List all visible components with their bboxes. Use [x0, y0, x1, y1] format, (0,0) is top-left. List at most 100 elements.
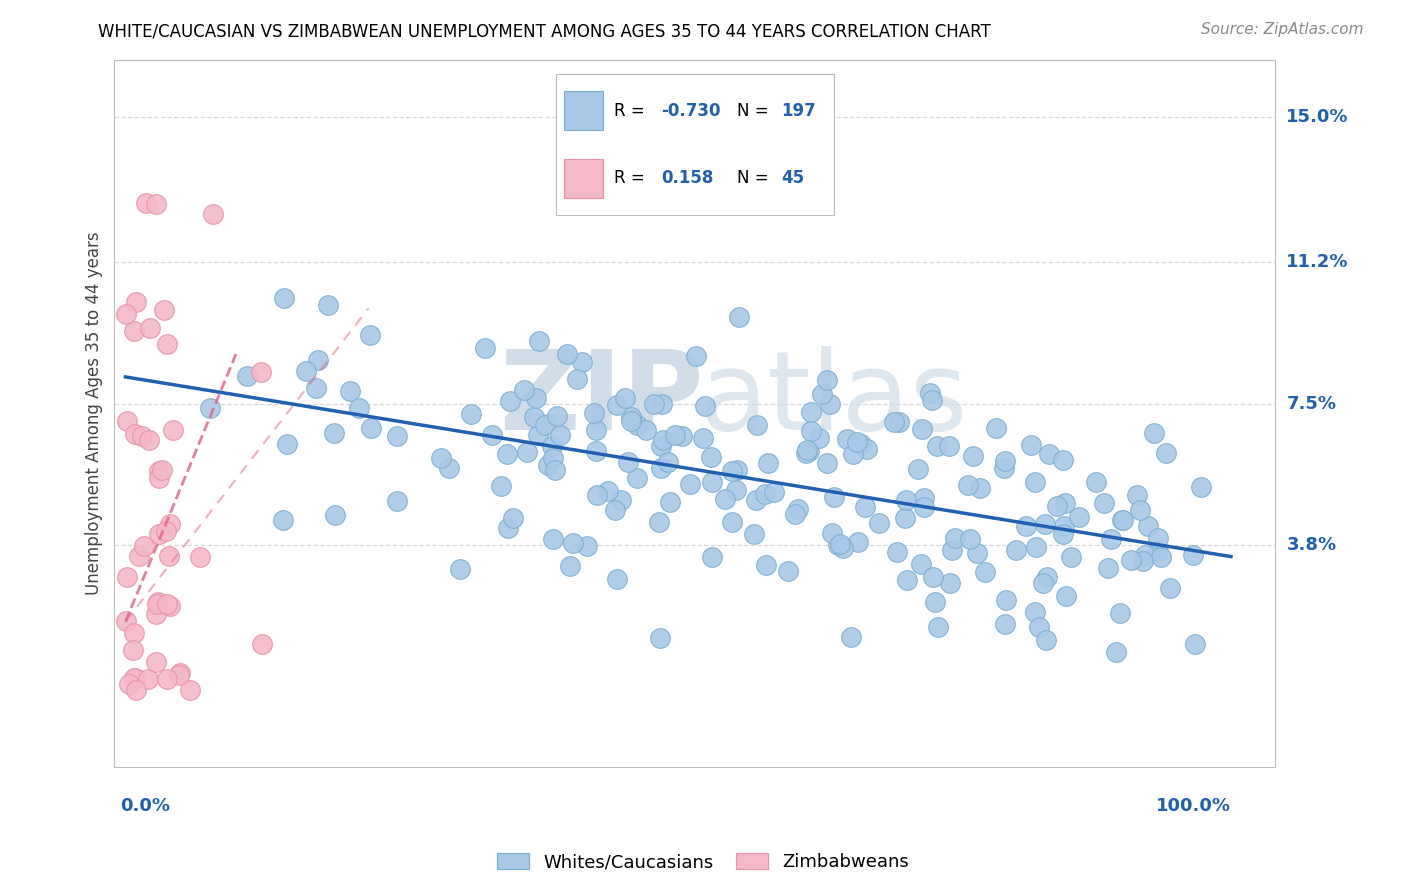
- Point: [132, 539, 155, 553]
- Point: [610, 492, 633, 507]
- Point: [387, 428, 409, 442]
- Point: [927, 620, 949, 634]
- Point: [118, 676, 141, 690]
- Point: [1054, 589, 1077, 603]
- Text: WHITE/CAUCASIAN VS ZIMBABWEAN UNEMPLOYMENT AMONG AGES 35 TO 44 YEARS CORRELATION: WHITE/CAUCASIAN VS ZIMBABWEAN UNEMPLOYME…: [98, 22, 991, 40]
- Point: [1069, 510, 1091, 524]
- Point: [437, 460, 460, 475]
- Point: [307, 352, 329, 367]
- Point: [159, 599, 181, 613]
- Point: [148, 595, 170, 609]
- Point: [516, 445, 538, 459]
- Point: [316, 298, 339, 312]
- Point: [249, 365, 271, 379]
- Point: [145, 196, 167, 211]
- Point: [359, 328, 381, 343]
- Point: [912, 500, 935, 514]
- Point: [114, 614, 136, 628]
- Point: [823, 490, 845, 504]
- Point: [124, 671, 146, 685]
- Point: [541, 439, 564, 453]
- Point: [1143, 426, 1166, 441]
- Point: [541, 451, 564, 466]
- Point: [449, 562, 471, 576]
- Point: [685, 349, 707, 363]
- Point: [671, 429, 693, 443]
- Point: [1137, 518, 1160, 533]
- Point: [125, 294, 148, 309]
- Point: [846, 535, 869, 549]
- Point: [156, 672, 179, 686]
- Text: 100.0%: 100.0%: [1156, 797, 1232, 815]
- Point: [911, 422, 934, 436]
- Point: [994, 454, 1017, 468]
- Point: [179, 683, 201, 698]
- Point: [150, 463, 173, 477]
- Point: [721, 515, 744, 529]
- Point: [499, 394, 522, 409]
- Point: [117, 414, 139, 428]
- Point: [124, 426, 146, 441]
- Point: [907, 461, 929, 475]
- Point: [1129, 503, 1152, 517]
- Point: [702, 550, 724, 565]
- Point: [513, 384, 536, 398]
- Point: [157, 549, 180, 563]
- Point: [776, 565, 799, 579]
- Point: [1036, 569, 1059, 583]
- Point: [148, 471, 170, 485]
- Point: [585, 444, 607, 458]
- Point: [273, 291, 295, 305]
- Point: [159, 517, 181, 532]
- Point: [474, 342, 496, 356]
- Point: [966, 546, 988, 560]
- Point: [1111, 513, 1133, 527]
- Point: [347, 401, 370, 415]
- Point: [1105, 645, 1128, 659]
- Point: [650, 460, 672, 475]
- Point: [1097, 560, 1119, 574]
- Text: ZIP: ZIP: [501, 345, 703, 452]
- Point: [565, 372, 588, 386]
- Point: [1052, 526, 1074, 541]
- Point: [994, 616, 1017, 631]
- Point: [941, 542, 963, 557]
- Point: [626, 417, 648, 432]
- Point: [938, 439, 960, 453]
- Point: [145, 607, 167, 622]
- Point: [1184, 637, 1206, 651]
- Point: [460, 407, 482, 421]
- Point: [842, 447, 865, 461]
- Point: [756, 456, 779, 470]
- Point: [1132, 554, 1154, 568]
- Point: [959, 532, 981, 546]
- Point: [1053, 519, 1076, 533]
- Point: [387, 494, 409, 508]
- Point: [156, 597, 179, 611]
- Point: [135, 195, 157, 210]
- Point: [122, 626, 145, 640]
- Point: [914, 491, 936, 505]
- Point: [323, 508, 346, 522]
- Text: Source: ZipAtlas.com: Source: ZipAtlas.com: [1201, 22, 1364, 37]
- Point: [886, 545, 908, 559]
- Point: [115, 570, 138, 584]
- Point: [811, 387, 834, 401]
- Point: [896, 573, 918, 587]
- Point: [537, 458, 560, 473]
- Point: [153, 302, 176, 317]
- Point: [1147, 531, 1170, 545]
- Point: [845, 435, 868, 450]
- Point: [1025, 540, 1047, 554]
- Point: [148, 464, 170, 478]
- Point: [614, 391, 637, 405]
- Point: [524, 392, 547, 406]
- Point: [603, 503, 626, 517]
- Point: [783, 507, 806, 521]
- Point: [679, 476, 702, 491]
- Text: 15.0%: 15.0%: [1286, 108, 1348, 126]
- Point: [169, 665, 191, 680]
- Point: [659, 495, 682, 509]
- Point: [648, 515, 671, 529]
- Point: [922, 570, 945, 584]
